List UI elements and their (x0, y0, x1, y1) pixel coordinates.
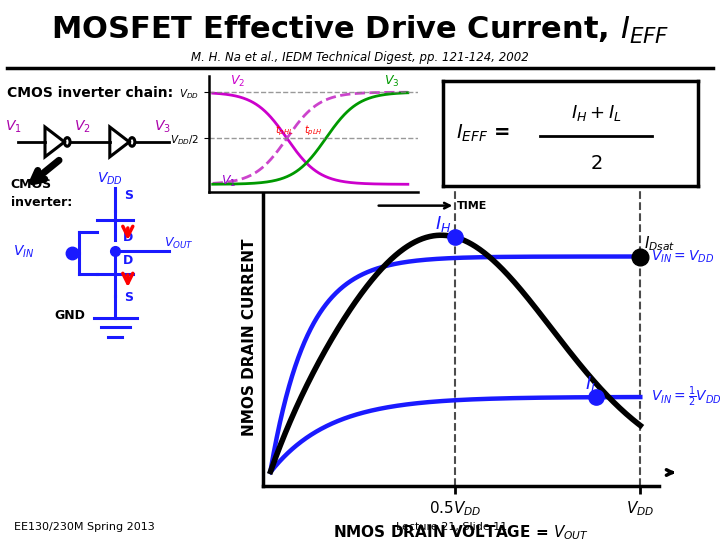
Text: $I_L$: $I_L$ (585, 374, 598, 394)
Text: $V_2$: $V_2$ (230, 74, 245, 89)
Text: $2$: $2$ (590, 154, 603, 173)
Y-axis label: NMOS DRAIN CURRENT: NMOS DRAIN CURRENT (242, 239, 257, 436)
Text: $V_3$: $V_3$ (384, 74, 400, 89)
Text: $V_1$: $V_1$ (5, 118, 22, 135)
Text: S: S (125, 189, 133, 202)
Text: CMOS inverter chain:: CMOS inverter chain: (7, 85, 174, 99)
Text: $I_H + I_L$: $I_H + I_L$ (571, 103, 621, 123)
Text: TIME: TIME (457, 201, 487, 211)
Text: $t_{pHL}$: $t_{pHL}$ (274, 124, 293, 138)
Text: $I_H$: $I_H$ (435, 214, 451, 234)
X-axis label: NMOS DRAIN VOLTAGE = $V_{OUT}$: NMOS DRAIN VOLTAGE = $V_{OUT}$ (333, 523, 589, 540)
Text: $V_1$: $V_1$ (221, 174, 237, 189)
Text: CMOS: CMOS (11, 178, 52, 191)
Text: $V_{DD}$: $V_{DD}$ (97, 171, 123, 187)
Text: S: S (125, 291, 133, 305)
Text: $V_3$: $V_3$ (154, 118, 171, 135)
Text: EE130/230M Spring 2013: EE130/230M Spring 2013 (14, 522, 155, 532)
Text: D: D (122, 254, 132, 267)
Text: $V_{IN} = \frac{1}{2}V_{DD}$: $V_{IN} = \frac{1}{2}V_{DD}$ (652, 385, 720, 409)
Text: $V_{OUT}$: $V_{OUT}$ (163, 236, 194, 251)
Text: $V_{IN}$: $V_{IN}$ (13, 244, 34, 260)
Text: $I_{Dsat}$: $I_{Dsat}$ (644, 234, 675, 253)
Text: inverter:: inverter: (11, 195, 72, 209)
Text: GND: GND (54, 309, 85, 322)
Text: MOSFET Effective Drive Current, $\mathit{I}_{EFF}$: MOSFET Effective Drive Current, $\mathit… (51, 14, 669, 45)
Text: $t_{pLH}$: $t_{pLH}$ (304, 124, 323, 138)
Text: M. H. Na et al., IEDM Technical Digest, pp. 121-124, 2002: M. H. Na et al., IEDM Technical Digest, … (191, 51, 529, 64)
Text: Lecture 21, Slide 11: Lecture 21, Slide 11 (396, 522, 508, 532)
Text: $V_2$: $V_2$ (74, 118, 91, 135)
Text: D: D (122, 231, 132, 245)
Text: $I_{EFF}$ =: $I_{EFF}$ = (456, 123, 509, 144)
Text: $V_{IN} = V_{DD}$: $V_{IN} = V_{DD}$ (652, 248, 714, 265)
